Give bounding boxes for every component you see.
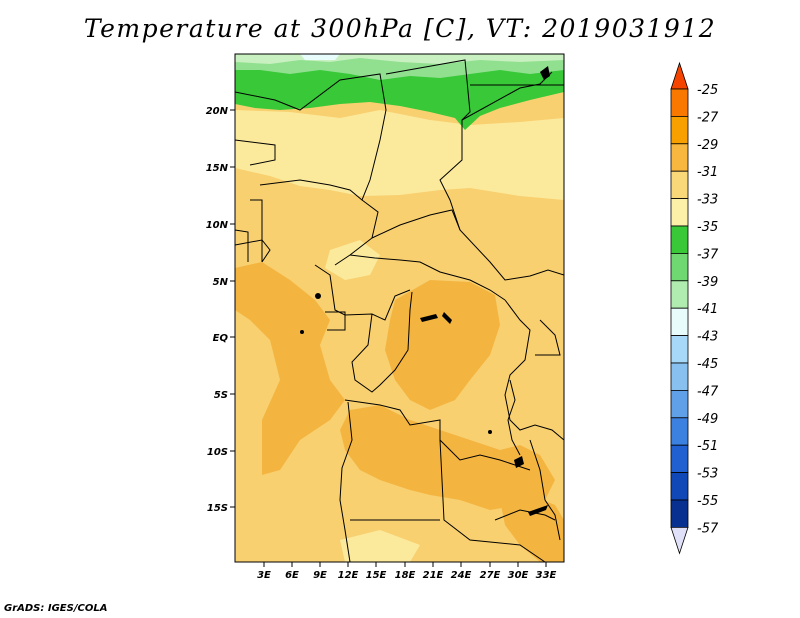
- lon-tick-label: 6E: [285, 570, 299, 581]
- field-light-patch-2: [340, 530, 420, 562]
- lat-tick: 10S: [207, 447, 235, 458]
- lat-tick: 15N: [206, 163, 235, 174]
- lat-tick-label: EQ: [213, 333, 229, 344]
- country-borders: [235, 59, 564, 562]
- longitude-axis: 3E 6E 9E 12E 15E 18E 21E 24E 27E 30E 33E: [257, 562, 557, 581]
- lon-tick-label: 18E: [395, 570, 416, 581]
- colorbar-label: -41: [697, 302, 718, 317]
- colorbar-label: -55: [697, 494, 718, 509]
- lon-tick-label: 3E: [257, 570, 271, 581]
- lat-tick-label: 10S: [207, 447, 228, 458]
- colorbar-label: -53: [697, 467, 718, 482]
- lat-tick: EQ: [213, 333, 235, 344]
- lon-tick-label: 21E: [423, 570, 444, 581]
- lon-tick: 9E: [313, 562, 327, 581]
- field-dark-south: [340, 405, 555, 510]
- colorbar-cell: [670, 252, 689, 282]
- lat-tick-label: 5N: [213, 277, 229, 288]
- lat-tick: 10N: [206, 220, 235, 231]
- field-light-patch-1: [325, 240, 380, 280]
- lat-tick: 15S: [207, 503, 235, 514]
- colorbar-label: -25: [697, 83, 718, 98]
- lon-tick: 33E: [536, 562, 557, 581]
- colorbar-cell: [670, 143, 689, 172]
- colorbar-cell: [670, 417, 689, 446]
- colorbar-cell: [670, 472, 689, 501]
- colorbar-cells: [670, 61, 689, 555]
- colorbar-label: -27: [697, 110, 719, 125]
- colorbar-label: -49: [697, 412, 718, 427]
- colorbar-label: -33: [697, 193, 718, 208]
- field-band-light-north: [235, 110, 564, 200]
- lat-tick-label: 20N: [206, 106, 229, 117]
- lon-tick: 6E: [285, 562, 299, 581]
- colorbar-cell: [670, 225, 689, 254]
- lon-tick-label: 15E: [366, 570, 387, 581]
- lon-tick: 18E: [395, 562, 416, 581]
- lat-tick-label: 10N: [206, 220, 229, 231]
- lon-tick: 12E: [338, 562, 359, 581]
- field-palecyan-patch: [300, 54, 340, 60]
- lon-tick: 21E: [423, 562, 444, 581]
- grads-credit: GrADS: IGES/COLA: [4, 603, 108, 614]
- lon-tick-label: 27E: [480, 570, 501, 581]
- lon-tick: 27E: [480, 562, 501, 581]
- colorbar-cell: [670, 170, 689, 199]
- colorbar-label: -37: [697, 247, 719, 262]
- colorbar-cell: [670, 307, 689, 337]
- colorbar-label: -57: [697, 521, 719, 536]
- lat-tick-label: 15S: [207, 503, 228, 514]
- colorbar-label: -51: [697, 439, 718, 454]
- lat-tick-label: 15N: [206, 163, 229, 174]
- lon-tick-label: 33E: [536, 570, 557, 581]
- colorbar-top-arrow: [670, 61, 689, 90]
- lon-tick-label: 24E: [451, 570, 472, 581]
- lon-tick: 3E: [257, 562, 271, 581]
- colorbar-bottom-arrow: [670, 527, 689, 555]
- colorbar-cell: [670, 88, 689, 117]
- lat-tick-label: 5S: [214, 390, 228, 401]
- colorbar-cell: [670, 280, 689, 309]
- colorbar-cell: [670, 499, 689, 528]
- colorbar-label: -29: [697, 138, 718, 153]
- colorbar-label: -45: [697, 357, 718, 372]
- field-dark-west: [235, 262, 345, 475]
- lat-tick: 5S: [214, 390, 235, 401]
- lon-tick-label: 12E: [338, 570, 359, 581]
- lon-tick-label: 30E: [508, 570, 529, 581]
- field-dark-congo: [385, 280, 500, 410]
- lon-tick: 30E: [508, 562, 529, 581]
- map-frame: [234, 53, 565, 563]
- colorbar-label: -47: [697, 384, 719, 399]
- colorbar-cell: [670, 389, 689, 419]
- field-green-band: [235, 54, 564, 130]
- colorbar-cell: [670, 198, 689, 227]
- lake-marks: [300, 66, 550, 516]
- colorbar-cell: [670, 335, 689, 364]
- temperature-field: [235, 54, 564, 562]
- colorbar-label: -43: [697, 330, 718, 345]
- lon-tick: 15E: [366, 562, 387, 581]
- colorbar-labels: -25 -27 -29 -31 -33 -35 -37 -39 -41 -43 -45 -47 -49 -…: [697, 83, 719, 536]
- chart-title: Temperature at 300hPa [C], VT: 201903191…: [83, 14, 717, 43]
- lat-tick: 5N: [213, 277, 235, 288]
- colorbar-cell: [670, 444, 689, 474]
- lon-tick-label: 9E: [313, 570, 327, 581]
- colorbar-cell: [670, 362, 689, 391]
- colorbar-label: -31: [697, 165, 718, 180]
- colorbar-label: -35: [697, 220, 718, 235]
- lat-tick: 20N: [206, 106, 235, 117]
- lon-tick: 24E: [451, 562, 472, 581]
- latitude-axis: 20N 15N 10N 5N EQ 5S 10S 15S: [206, 106, 235, 514]
- colorbar-label: -39: [697, 275, 718, 290]
- colorbar-cell: [670, 116, 689, 145]
